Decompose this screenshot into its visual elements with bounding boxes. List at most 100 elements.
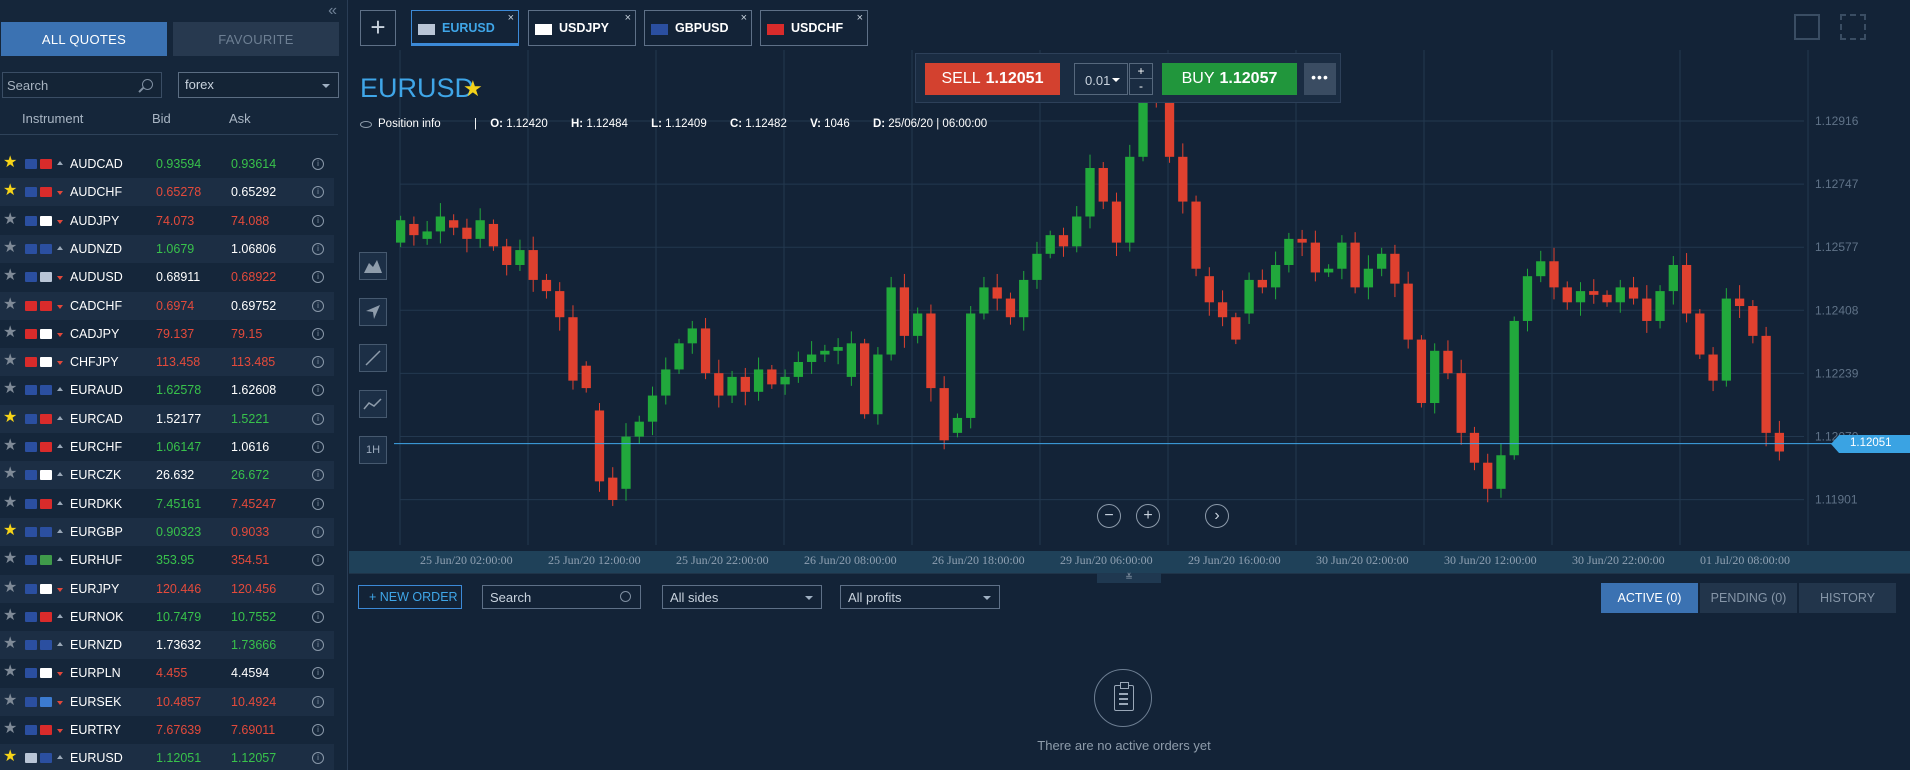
favourite-star-icon[interactable]: ★ xyxy=(3,380,18,398)
quote-row[interactable]: ★ AUDNZD 1.0679 1.06806 i xyxy=(0,234,334,263)
info-icon[interactable]: i xyxy=(312,327,324,340)
favourite-star-icon[interactable]: ★ xyxy=(3,238,18,256)
position-info-toggle[interactable]: Position info xyxy=(360,118,441,130)
info-icon[interactable]: i xyxy=(312,299,324,312)
fullscreen-icon[interactable] xyxy=(1840,14,1866,40)
info-icon[interactable]: i xyxy=(312,242,324,255)
tab-order-history[interactable]: HISTORY xyxy=(1799,583,1896,613)
quote-row[interactable]: ★ EURUSD 1.12051 1.12057 i xyxy=(0,744,334,770)
favourite-star-icon[interactable]: ★ xyxy=(3,550,18,568)
info-icon[interactable]: i xyxy=(312,356,324,369)
collapse-sidebar-icon[interactable]: « xyxy=(328,2,337,19)
quote-row[interactable]: ★ EURNOK 10.7479 10.7552 i xyxy=(0,603,334,631)
favourite-star-icon[interactable]: ★ xyxy=(3,493,18,511)
instrument-tab[interactable]: EURUSD × xyxy=(411,10,519,46)
market-filter-select[interactable]: forex xyxy=(178,72,339,98)
quote-row[interactable]: ★ CHFJPY 113.458 113.485 i xyxy=(0,348,334,377)
instrument-tab[interactable]: USDJPY × xyxy=(528,10,636,46)
favourite-star-icon[interactable]: ★ xyxy=(3,606,18,624)
quote-row[interactable]: ★ EURGBP 0.90323 0.9033 i xyxy=(0,517,334,546)
favourite-star-icon[interactable]: ★ xyxy=(3,182,18,200)
info-icon[interactable]: i xyxy=(312,724,324,736)
quote-row[interactable]: ★ EURCAD 1.52177 1.5221 i xyxy=(0,404,334,433)
favourite-star-icon[interactable]: ★ xyxy=(3,720,18,737)
favourite-star-icon[interactable]: ★ xyxy=(3,267,18,285)
close-tab-icon[interactable]: × xyxy=(624,12,631,24)
zoom-in-button[interactable]: + xyxy=(1136,504,1160,528)
info-icon[interactable]: i xyxy=(312,186,324,199)
info-icon[interactable]: i xyxy=(312,582,324,595)
chart-type-icon[interactable] xyxy=(359,252,387,280)
info-icon[interactable]: i xyxy=(312,525,324,538)
info-icon[interactable]: i xyxy=(312,214,324,227)
indicators-icon[interactable] xyxy=(359,390,387,418)
quote-row[interactable]: ★ AUDUSD 0.68911 0.68922 i xyxy=(0,263,334,291)
favourite-star-icon[interactable]: ★ xyxy=(3,521,18,539)
quote-row[interactable]: ★ EURSEK 10.4857 10.4924 i xyxy=(0,687,334,716)
favourite-star-icon[interactable]: ★ xyxy=(3,691,18,709)
tab-favourite[interactable]: FAVOURITE xyxy=(173,22,339,56)
info-icon[interactable]: i xyxy=(312,412,324,425)
lot-size-select[interactable]: 0.01 xyxy=(1074,63,1128,95)
panel-resize-handle[interactable]: ≚ xyxy=(1097,573,1161,583)
quote-row[interactable]: ★ EURHUF 353.95 354.51 i xyxy=(0,546,334,574)
info-icon[interactable]: i xyxy=(312,554,324,567)
favourite-star-icon[interactable]: ★ xyxy=(3,578,18,596)
info-icon[interactable]: i xyxy=(312,441,324,453)
quote-row[interactable]: ★ AUDCAD 0.93594 0.93614 i xyxy=(0,150,334,178)
info-icon[interactable]: i xyxy=(312,158,324,170)
quote-row[interactable]: ★ AUDCHF 0.65278 0.65292 i xyxy=(0,178,334,207)
info-icon[interactable]: i xyxy=(312,667,324,680)
favourite-star-icon[interactable]: ★ xyxy=(3,352,18,370)
quote-row[interactable]: ★ EURDKK 7.45161 7.45247 i xyxy=(0,490,334,518)
profits-filter-select[interactable]: All profits xyxy=(840,585,1000,609)
add-tab-button[interactable]: + xyxy=(360,10,396,46)
column-header-ask[interactable]: Ask xyxy=(229,111,251,126)
favourite-star-icon[interactable]: ★ xyxy=(3,295,18,313)
search-icon[interactable] xyxy=(620,591,631,602)
new-order-button[interactable]: + NEW ORDER xyxy=(358,585,462,609)
info-icon[interactable]: i xyxy=(312,610,324,623)
grid-layout-icon[interactable] xyxy=(1794,14,1820,40)
favourite-star-icon[interactable]: ★ xyxy=(3,748,18,766)
favourite-star-icon[interactable]: ★ xyxy=(3,408,18,426)
instrument-tab[interactable]: USDCHF × xyxy=(760,10,868,46)
close-tab-icon[interactable]: × xyxy=(507,12,514,24)
quote-row[interactable]: ★ EURPLN 4.455 4.4594 i xyxy=(0,659,334,687)
draw-line-icon[interactable] xyxy=(359,344,387,372)
cursor-tool-icon[interactable] xyxy=(359,298,387,326)
tab-all-quotes[interactable]: ALL QUOTES xyxy=(1,22,167,56)
buy-button[interactable]: BUY 1.12057 xyxy=(1162,63,1297,95)
lot-decrease-button[interactable]: - xyxy=(1139,79,1143,93)
favourite-star-icon[interactable]: ★ xyxy=(3,154,18,171)
scroll-right-button[interactable]: › xyxy=(1205,504,1229,528)
sides-filter-select[interactable]: All sides xyxy=(662,585,822,609)
price-chart[interactable]: 1.12916 1.12747 1.12577 1.12408 1.12239 1.120… xyxy=(349,0,1910,575)
instrument-tab[interactable]: GBPUSD × xyxy=(644,10,752,46)
info-icon[interactable]: i xyxy=(312,469,324,482)
tab-pending-orders[interactable]: PENDING (0) xyxy=(1700,583,1797,613)
column-header-instrument[interactable]: Instrument xyxy=(22,111,84,126)
instrument-search-input[interactable] xyxy=(3,73,133,97)
favourite-star-icon[interactable]: ★ xyxy=(3,635,18,653)
timeframe-button[interactable]: 1H xyxy=(359,436,387,464)
zoom-out-button[interactable]: − xyxy=(1097,504,1121,528)
quote-row[interactable]: ★ EURTRY 7.67639 7.69011 i xyxy=(0,716,334,744)
sell-button[interactable]: SELL 1.12051 xyxy=(925,63,1060,95)
quote-row[interactable]: ★ EURNZD 1.73632 1.73666 i xyxy=(0,631,334,660)
quote-row[interactable]: ★ EURCHF 1.06147 1.0616 i xyxy=(0,433,334,461)
favourite-star-icon[interactable]: ★ xyxy=(3,663,18,681)
more-options-button[interactable]: ••• xyxy=(1304,63,1336,95)
orders-search-input[interactable] xyxy=(483,586,603,608)
quote-row[interactable]: ★ EURCZK 26.632 26.672 i xyxy=(0,461,334,490)
quote-row[interactable]: ★ CADCHF 0.6974 0.69752 i xyxy=(0,291,334,320)
search-icon[interactable] xyxy=(142,79,153,90)
quote-row[interactable]: ★ EURJPY 120.446 120.456 i xyxy=(0,574,334,603)
favourite-star-icon[interactable]: ★ xyxy=(3,210,18,228)
info-icon[interactable]: i xyxy=(312,497,324,510)
quote-row[interactable]: ★ AUDJPY 74.073 74.088 i xyxy=(0,207,334,235)
info-icon[interactable]: i xyxy=(312,695,324,708)
tab-active-orders[interactable]: ACTIVE (0) xyxy=(1601,583,1698,613)
close-tab-icon[interactable]: × xyxy=(740,12,747,24)
favourite-star-icon[interactable]: ★ xyxy=(3,437,18,454)
